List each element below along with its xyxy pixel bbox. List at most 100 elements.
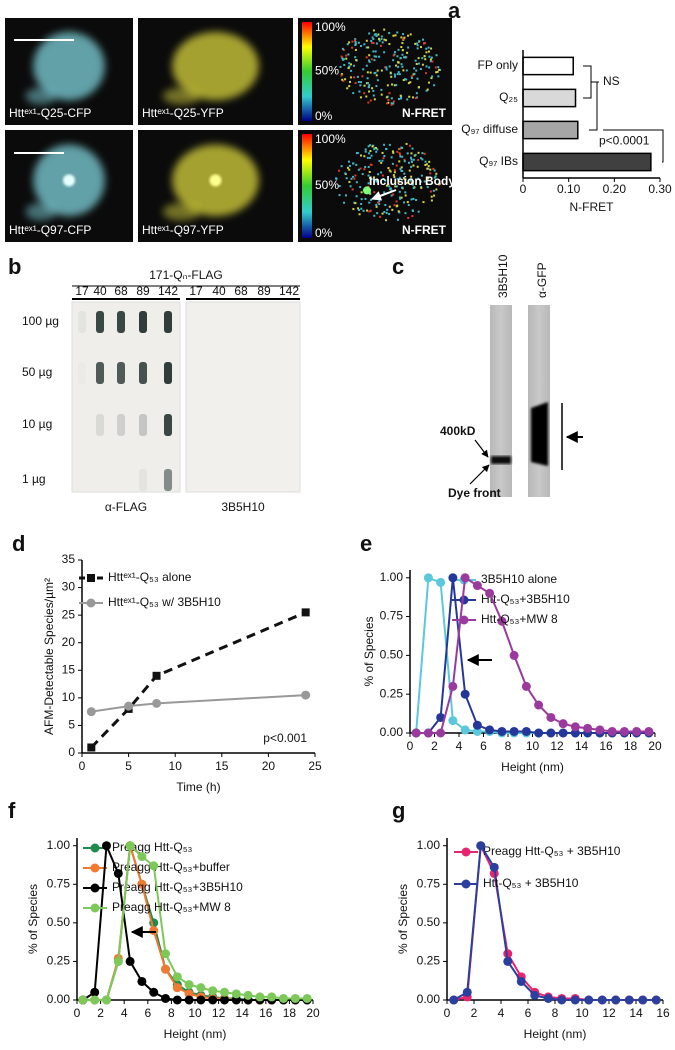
fret-pixel [429,58,432,61]
fret-pixel [395,84,398,87]
legend-marker [459,595,469,605]
fret-pixel [417,210,420,213]
x-tick-label: 16 [599,739,613,753]
fret-pixel [382,157,385,160]
fret-pixel [374,71,377,74]
fret-pixel [417,86,420,89]
fret-pixel [403,201,406,204]
fret-pixel [363,43,366,46]
x-tick-label: 4 [121,1006,128,1020]
fret-pixel [367,145,370,148]
fret-pixel [427,167,430,170]
fret-pixel [349,80,352,83]
fret-pixel [435,172,438,175]
fret-pixel [379,215,382,218]
fret-pixel [352,208,355,211]
fret-pixel [381,41,384,44]
fret-pixel [370,58,373,61]
fret-pixel [362,209,365,212]
fret-pixel [373,148,376,151]
fret-pixel [355,195,358,198]
y-tick-label: 0.50 [380,648,404,662]
fret-pixel [345,57,348,60]
annotation: p<0.001 [263,731,307,745]
point [570,728,580,738]
fret-pixel [414,153,417,156]
legend-label: Htt-Q₅₃ + 3B5H10 [483,876,579,890]
panel-letter: d [12,531,25,556]
fret-pixel [371,87,374,90]
fret-pixel [366,156,369,159]
fret-pixel [421,63,424,66]
dot [96,362,104,384]
fret-pixel [396,73,399,76]
fret-pixel [393,175,396,178]
fret-pixel [429,168,432,171]
x-tick-label: 10 [575,1006,589,1020]
legend-marker [90,843,100,853]
fret-pixel [367,46,370,49]
fret-pixel [404,194,407,197]
point [558,728,568,738]
fret-pixel [350,69,353,72]
fret-pixel [399,94,402,97]
fret-pixel [390,189,393,192]
fret-pixel [372,94,375,97]
fret-pixel [343,63,346,66]
fret-pixel [400,46,403,49]
fret-pixel [347,67,350,70]
y-tick-label: 0.25 [380,686,404,700]
point [460,725,470,735]
color-bar [302,134,312,238]
x-tick-label: 0 [444,1006,451,1020]
point [125,841,135,851]
point [208,986,218,996]
legend-marker [90,903,100,913]
fret-pixel [416,47,419,50]
point [149,926,159,936]
fret-pixel [341,47,344,50]
point [611,995,621,1005]
series-line [453,842,657,1001]
point [521,681,531,691]
legend-marker [461,879,471,889]
fret-pixel [383,211,386,214]
annotation: p<0.0001 [599,133,650,147]
point [534,700,544,710]
fret-pixel [368,86,371,89]
point [449,995,459,1005]
bar [522,56,574,76]
fret-pixel [423,42,426,45]
fret-pixel [398,190,401,193]
legend-label: Preagg Htt-Q₅₃ [112,840,193,854]
y-tick-label: 25 [62,607,76,621]
scale-label: 0% [315,109,333,123]
fret-pixel [415,199,418,202]
fret-pixel [360,202,363,205]
fret-pixel [378,159,381,162]
y-tick-label: 1.00 [417,838,441,852]
fret-pixel [370,41,373,44]
fret-pixel [392,100,395,103]
point [172,972,182,982]
fret-pixel [387,99,390,102]
fret-pixel [368,60,371,63]
legend-marker [87,574,95,582]
fret-pixel [368,152,371,155]
x-tick-label: 2 [431,739,438,753]
fret-pixel [356,75,359,78]
bracket [583,65,592,99]
fret-pixel [388,169,391,172]
fret-pixel [381,151,384,154]
fret-pixel [409,33,412,36]
fret-pixel [405,78,408,81]
fret-pixel [381,159,384,162]
legend-marker [459,615,469,625]
fret-pixel [421,38,424,41]
front-label: Dye front [448,486,501,500]
fret-pixel [411,183,414,186]
fret-pixel [378,200,381,203]
fret-pixel [432,189,435,192]
lane-number: 142 [158,284,178,298]
fret-pixel [380,93,383,96]
